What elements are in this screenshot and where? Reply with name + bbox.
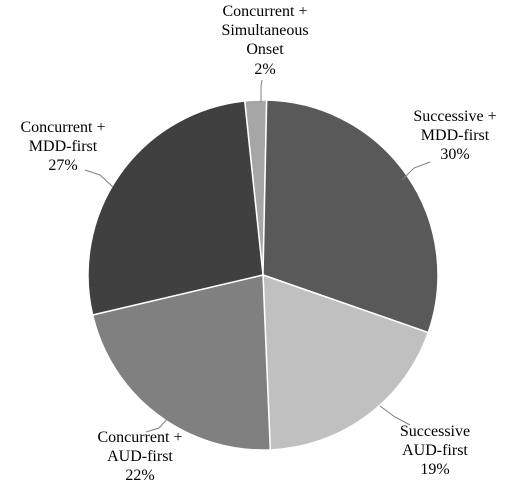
slice-label: Concurrent +MDD-first27% xyxy=(8,118,118,176)
slice-label: Concurrent +SimultaneousOnset2% xyxy=(205,2,325,79)
leader-line xyxy=(261,80,262,102)
pie-chart: Concurrent +SimultaneousOnset2% Successiv… xyxy=(0,0,521,500)
slice-label: Concurrent +AUD-first22% xyxy=(80,428,200,486)
slice-label: Successive +MDD-first30% xyxy=(395,107,515,165)
slice-label: SuccessiveAUD-first19% xyxy=(375,422,495,480)
